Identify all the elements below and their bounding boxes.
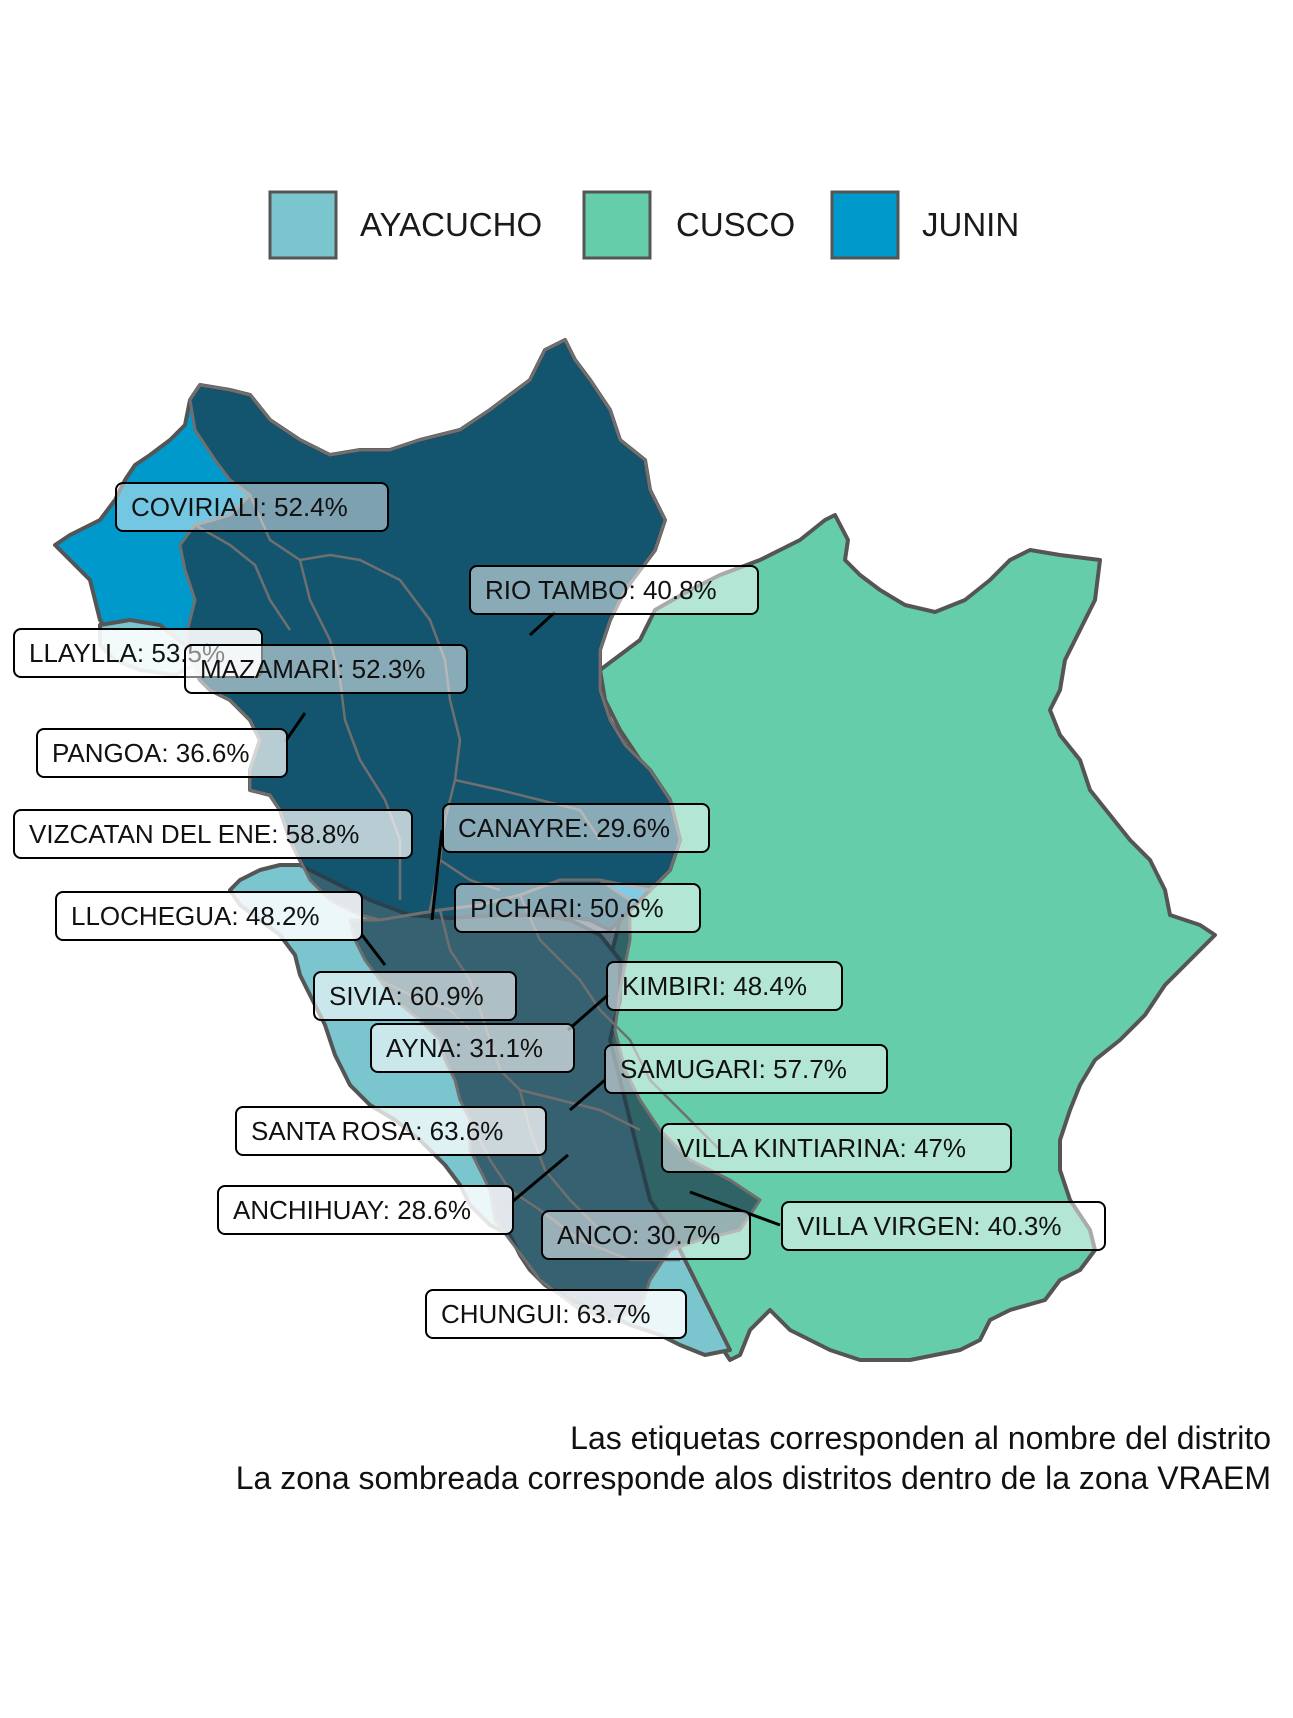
legend-swatch-cusco — [582, 190, 652, 260]
caption-line-1: Las etiquetas corresponden al nombre del… — [570, 1420, 1271, 1456]
label-pichari: PICHARI: 50.6% — [454, 883, 701, 933]
label-text-ayna: AYNA: 31.1% — [386, 1033, 543, 1063]
label-text-anco: ANCO: 30.7% — [557, 1220, 720, 1250]
label-text-mazamari: MAZAMARI: 52.3% — [200, 654, 425, 684]
label-text-kimbiri: KIMBIRI: 48.4% — [622, 971, 807, 1001]
leader-line-rio-tambo — [528, 610, 557, 637]
label-text-chungui: CHUNGUI: 63.7% — [441, 1299, 651, 1329]
legend-label-ayacucho: AYACUCHO — [360, 206, 542, 243]
legend-label-junin: JUNIN — [922, 206, 1019, 243]
leader-line-villa-virgen — [689, 1190, 781, 1227]
label-pangoa: PANGOA: 36.6% — [36, 728, 288, 778]
label-ayna: AYNA: 31.1% — [370, 1023, 575, 1073]
legend: AYACUCHO CUSCO JUNIN — [268, 190, 1019, 260]
leader-line-kimbiri — [567, 993, 609, 1032]
district-labels: COVIRIALI: 52.4% RIO TAMBO: 40.8% LLAYLL… — [13, 482, 1106, 1339]
label-anchihuay: ANCHIHUAY: 28.6% — [217, 1185, 514, 1235]
leader-line-pangoa — [283, 712, 307, 743]
label-text-vizcatan-del-ene: VIZCATAN DEL ENE: 58.8% — [29, 819, 359, 849]
label-text-villa-virgen: VILLA VIRGEN: 40.3% — [797, 1211, 1061, 1241]
label-anco: ANCO: 30.7% — [541, 1210, 751, 1260]
label-text-llochegua: LLOCHEGUA: 48.2% — [71, 901, 320, 931]
label-text-santa-rosa: SANTA ROSA: 63.6% — [251, 1116, 503, 1146]
label-text-rio-tambo: RIO TAMBO: 40.8% — [485, 575, 717, 605]
legend-label-cusco: CUSCO — [676, 206, 795, 243]
label-text-pichari: PICHARI: 50.6% — [470, 893, 664, 923]
label-text-sivia: SIVIA: 60.9% — [329, 981, 484, 1011]
legend-swatch-junin — [830, 190, 900, 260]
label-text-canayre: CANAYRE: 29.6% — [458, 813, 670, 843]
label-rio-tambo: RIO TAMBO: 40.8% — [469, 565, 759, 615]
label-text-anchihuay: ANCHIHUAY: 28.6% — [233, 1195, 471, 1225]
label-text-villa-kintiarina: VILLA KINTIARINA: 47% — [677, 1133, 966, 1163]
label-text-samugari: SAMUGARI: 57.7% — [620, 1054, 847, 1084]
label-text-pangoa: PANGOA: 36.6% — [52, 738, 250, 768]
leader-line-canayre — [430, 829, 444, 921]
label-santa-rosa: SANTA ROSA: 63.6% — [235, 1106, 547, 1156]
label-llochegua: LLOCHEGUA: 48.2% — [55, 891, 363, 941]
leader-line-samugari — [569, 1078, 606, 1112]
label-villa-kintiarina: VILLA KINTIARINA: 47% — [661, 1123, 1012, 1173]
caption-line-2: La zona sombreada corresponde alos distr… — [235, 1460, 1271, 1496]
label-mazamari: MAZAMARI: 52.3% — [184, 644, 468, 694]
legend-swatch-ayacucho — [268, 190, 338, 260]
label-chungui: CHUNGUI: 63.7% — [425, 1289, 687, 1339]
leader-lines — [283, 610, 781, 1227]
label-text-coviriali: COVIRIALI: 52.4% — [131, 492, 348, 522]
label-coviriali: COVIRIALI: 52.4% — [115, 482, 389, 532]
label-villa-virgen: VILLA VIRGEN: 40.3% — [781, 1201, 1106, 1251]
label-canayre: CANAYRE: 29.6% — [442, 803, 710, 853]
label-samugari: SAMUGARI: 57.7% — [604, 1044, 888, 1094]
leader-line-llochegua — [360, 934, 387, 966]
label-kimbiri: KIMBIRI: 48.4% — [606, 961, 843, 1011]
leader-line-anchihuay — [511, 1153, 569, 1204]
label-vizcatan-del-ene: VIZCATAN DEL ENE: 58.8% — [13, 809, 413, 859]
label-sivia: SIVIA: 60.9% — [313, 971, 517, 1021]
